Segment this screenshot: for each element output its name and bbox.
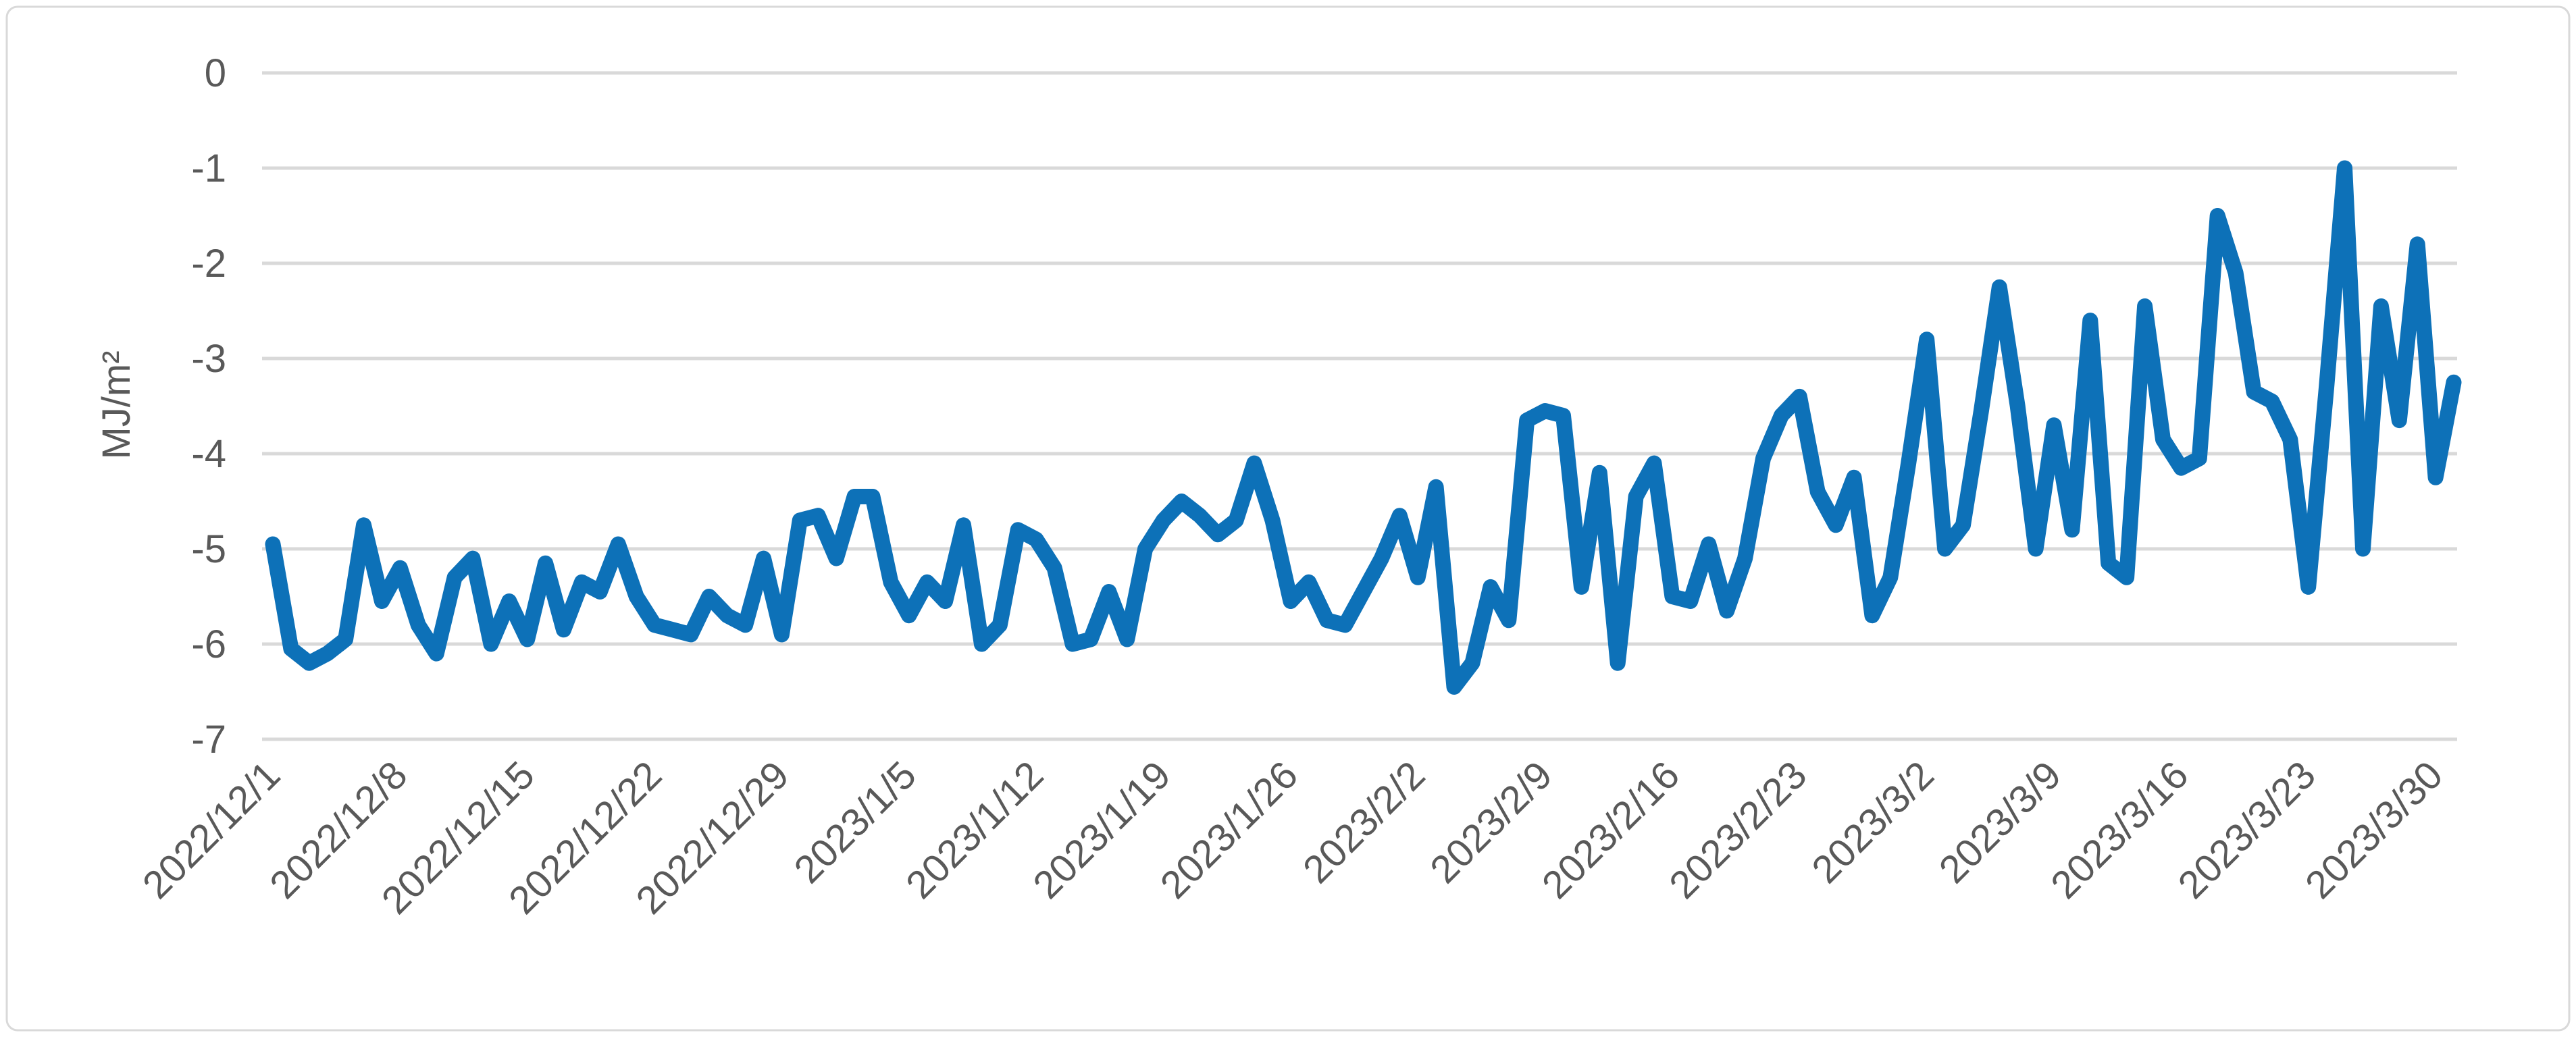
y-tick-label: -4 xyxy=(191,432,226,476)
y-tick-label: -3 xyxy=(191,337,226,381)
y-tick-label: 0 xyxy=(205,51,226,95)
y-tick-label: -5 xyxy=(191,527,226,571)
y-tick-label: -1 xyxy=(191,147,226,190)
y-tick-label: -2 xyxy=(191,242,226,286)
y-tick-label: -6 xyxy=(191,622,226,666)
y-axis-title: MJ/m² xyxy=(95,350,138,459)
series-line xyxy=(265,160,2462,695)
chart-border xyxy=(5,5,2571,1032)
y-tick-label: -7 xyxy=(191,718,226,762)
